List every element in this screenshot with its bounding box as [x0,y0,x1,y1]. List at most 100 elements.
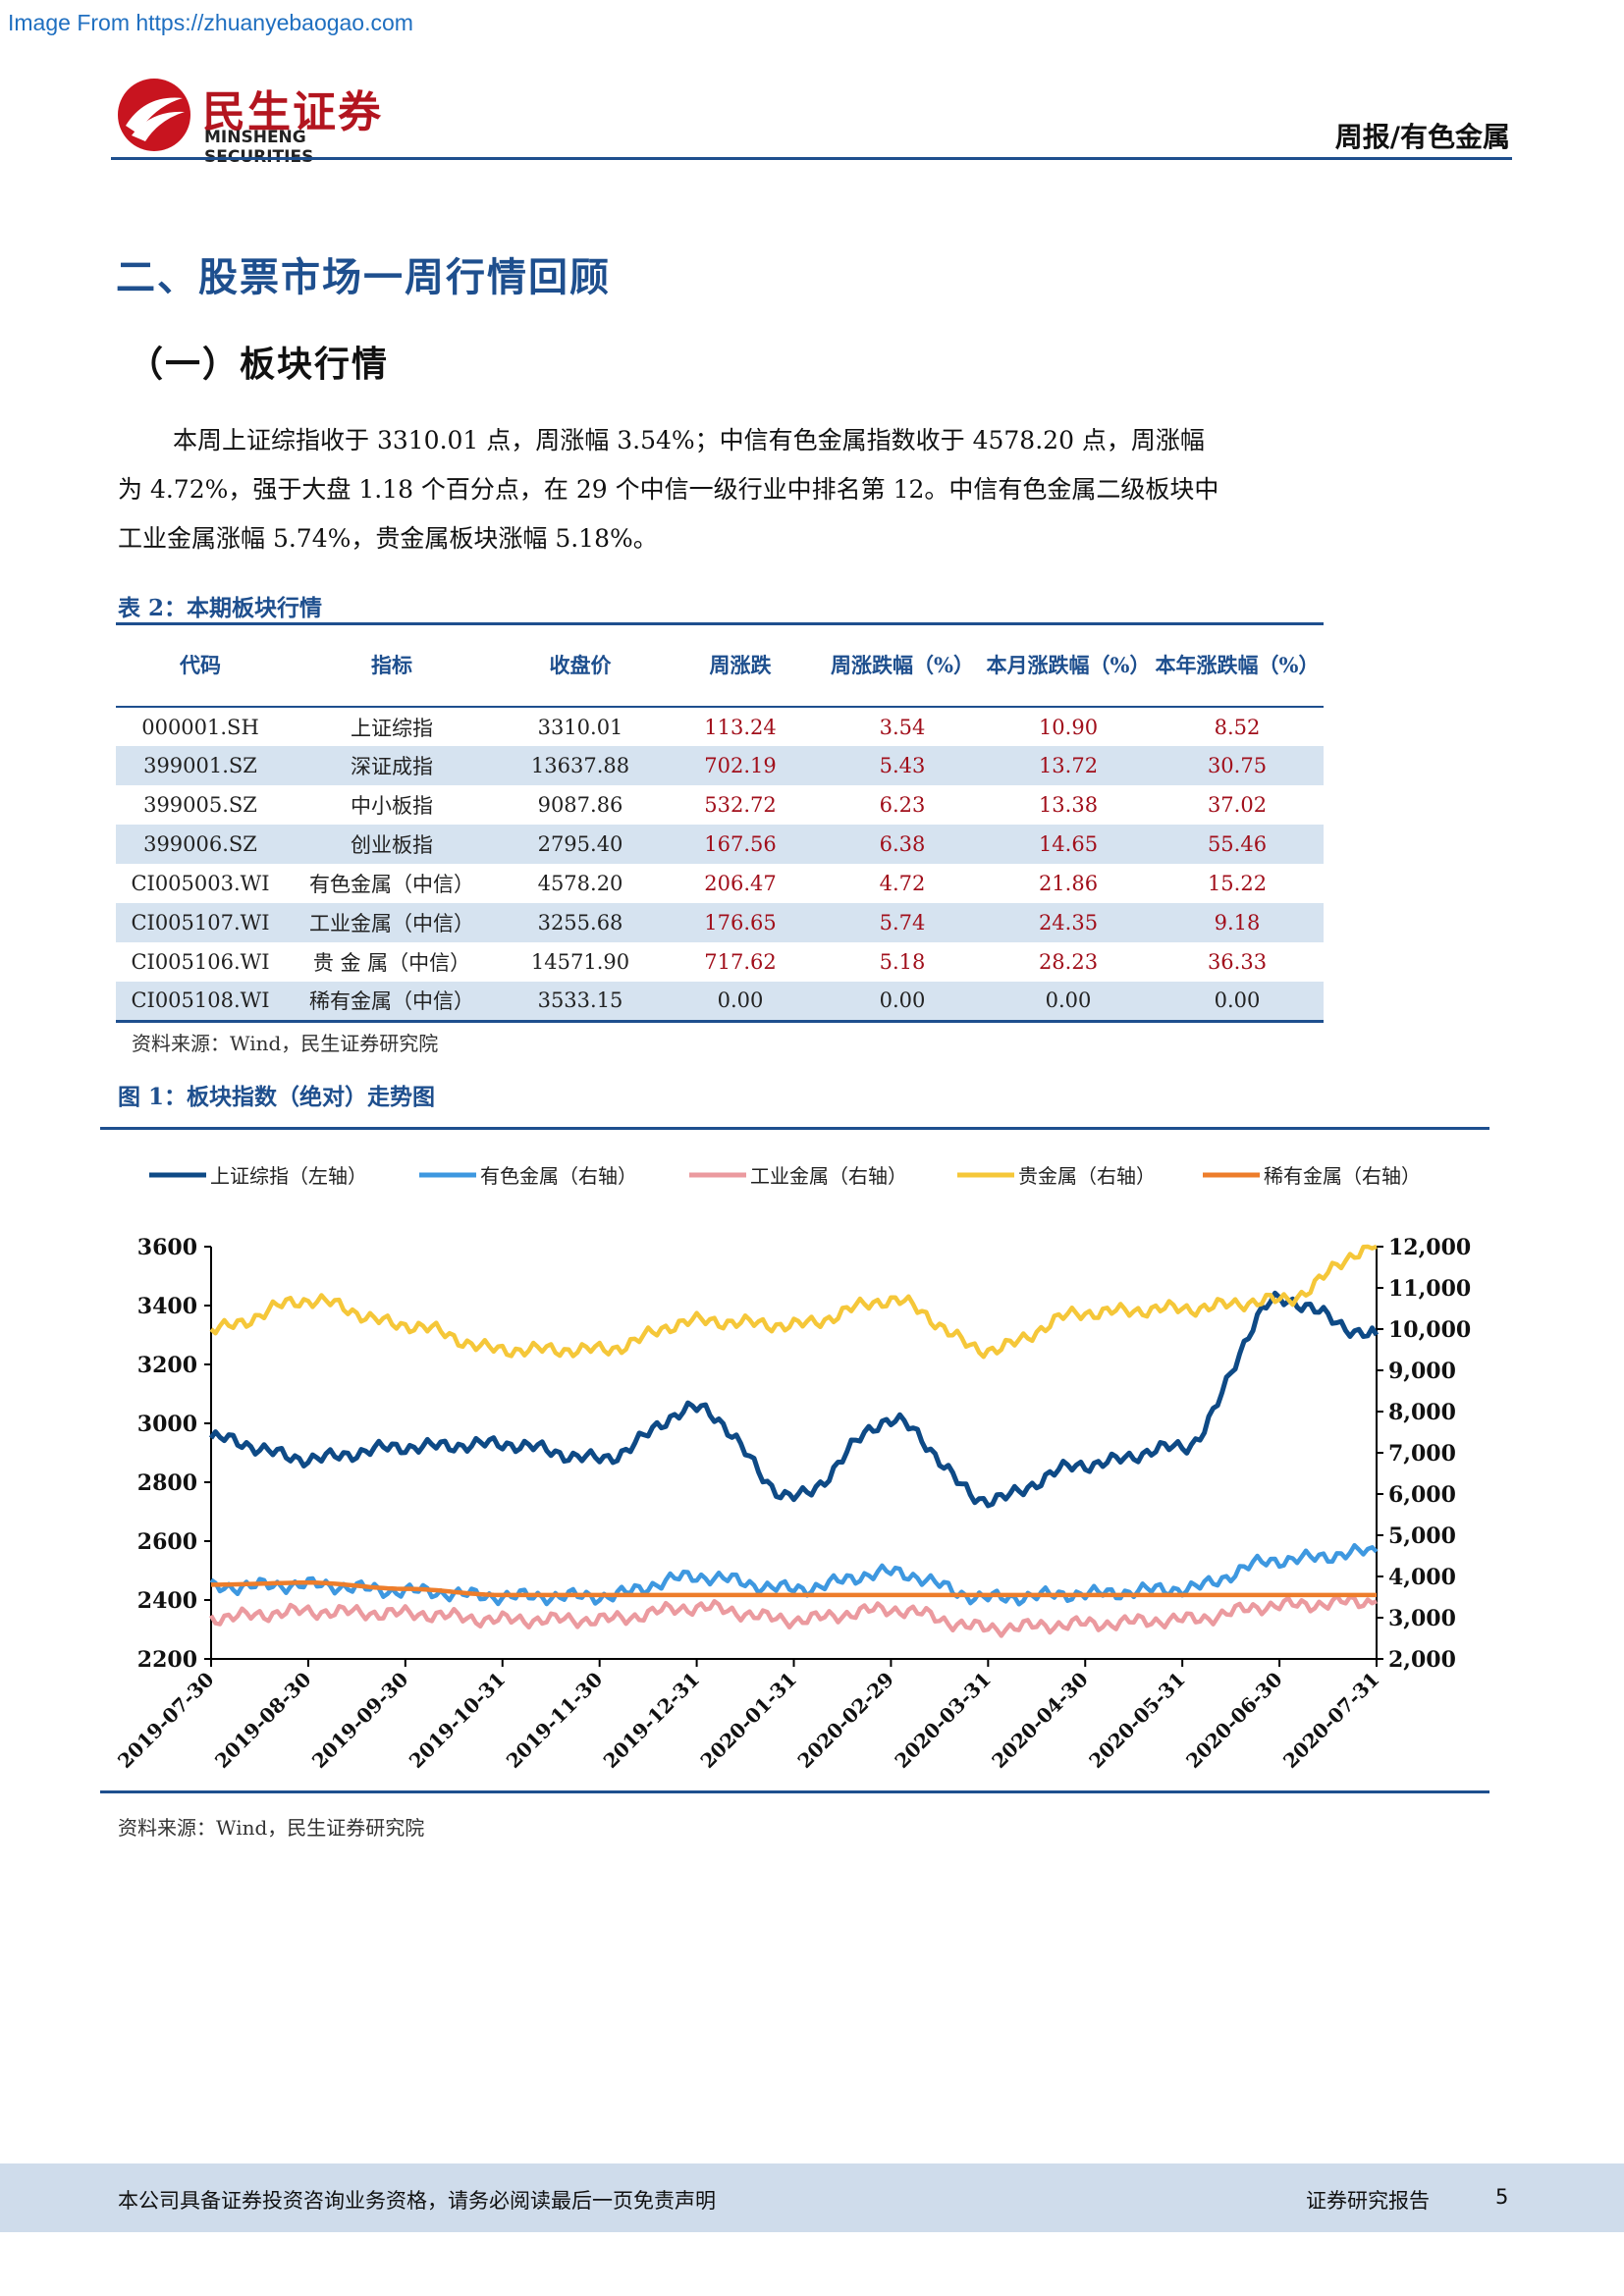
x-tick-label: 2019-10-31 [405,1668,510,1773]
table-cell: CI005106.WI [131,950,270,974]
table-row: 399005.SZ 中小板指 9087.86 532.72 6.23 13.38 37.02 [116,785,1324,825]
table-cell: 30.75 [1207,754,1268,777]
summary-text: 本周上证综指收于 3310.01 点，周涨幅 3.54%；中信有色金属指数收于 … [118,426,1219,553]
table-cell: 稀有金属（中信） [309,989,474,1014]
table-cell: 5.43 [879,754,926,777]
x-tick-label: 2020-06-30 [1181,1668,1286,1773]
table-cell: 176.65 [704,911,777,934]
series-line [208,1290,1380,1509]
table-cell: 上证综指 [351,716,433,740]
right-tick-label: 4,000 [1388,1565,1456,1590]
table-cell: 36.33 [1207,950,1268,974]
table-cell: 717.62 [704,950,777,974]
table-cell: 3533.15 [537,988,623,1013]
left-tick-label: 2800 [137,1470,197,1496]
subsection-title: （一）板块行情 [128,344,390,385]
table-cell: 0.00 [879,988,926,1013]
right-tick-label: 11,000 [1388,1276,1471,1302]
table-cell: 14571.90 [530,950,630,974]
left-tick-label: 3400 [137,1294,197,1319]
x-tick-label: 2019-12-31 [599,1668,704,1773]
table-row: CI005106.WI 贵 金 属（中信） 14571.90 717.62 5.18 28… [116,942,1324,982]
right-tick-label: 2,000 [1388,1647,1456,1673]
table-cell: 9.18 [1214,911,1261,934]
table-cell: 13.72 [1038,754,1099,777]
table-cell: 工业金属（中信） [309,912,474,935]
sector-table: 代码 指标 收盘价 周涨跌 周涨跌幅（%） 本月涨跌幅（%） 本年涨跌幅（%） … [116,622,1324,1023]
header-yearly-pct: 本年涨跌幅（%） [1155,653,1320,677]
series-line [211,1580,1377,1598]
header-monthly-pct: 本月涨跌幅（%） [986,653,1151,677]
table-cell: 13.38 [1038,793,1099,817]
header-weekly-pct: 周涨跌幅（%） [831,653,974,677]
header-divider [111,157,1512,160]
table-cell: 5.18 [879,950,926,974]
table-cell: 有色金属（中信） [309,873,474,896]
legend-label: 工业金属（右轴） [750,1164,907,1188]
table-cell: 3255.68 [537,911,623,934]
company-logo: 民生证券 MINSHENG SECURITIES [116,77,410,167]
page-number: 5 [1495,2185,1509,2209]
table-cell: CI005003.WI [131,872,270,895]
table-cell: 2795.40 [537,832,623,856]
table-cell: 167.56 [704,832,777,856]
table-cell: 贵 金 属（中信） [312,951,471,975]
figure-source: 资料来源：Wind，民生证券研究院 [118,1816,425,1840]
table-cell: 0.00 [1214,988,1261,1013]
right-tick-label: 10,000 [1388,1317,1471,1343]
table-row: CI005003.WI 有色金属（中信） 4578.20 206.47 4.72 21.8… [116,864,1324,903]
legend-label: 稀有金属（右轴） [1264,1164,1421,1188]
section-title: 二、股票市场一周行情回顾 [116,254,611,300]
table-cell: 55.46 [1207,832,1268,856]
table-cell: 000001.SH [141,715,259,739]
left-tick-label: 2400 [137,1588,197,1614]
table-row: 399001.SZ 深证成指 13637.88 702.19 5.43 13.72 30.7… [116,746,1324,785]
table-cell: 6.38 [879,832,926,856]
table-cell: 206.47 [704,872,777,895]
table-row: 399006.SZ 创业板指 2795.40 167.56 6.38 14.65 55.46 [116,825,1324,864]
x-tick-label: 2019-09-30 [307,1668,412,1773]
left-tick-label: 3200 [137,1353,197,1378]
table-cell: 702.19 [704,754,777,777]
table-cell: 113.24 [704,715,777,739]
report-category: 周报/有色金属 [1334,121,1510,153]
footer-disclaimer: 本公司具备证券投资咨询业务资格，请务必阅读最后一页免责声明 [118,2189,716,2213]
x-tick-label: 2020-01-31 [696,1668,801,1773]
page-footer: 本公司具备证券投资咨询业务资格，请务必阅读最后一页免责声明 证券研究报告 5 [0,2163,1624,2232]
legend-label: 上证综指（左轴） [210,1164,367,1188]
table-caption: 表 2：本期板块行情 [118,595,323,621]
table-cell: 13637.88 [530,754,630,777]
table-row: CI005108.WI 稀有金属（中信） 3533.15 0.00 0.00 0.00 0.… [116,982,1324,1021]
logo-english-name: MINSHENG SECURITIES [204,128,313,167]
table-cell: 深证成指 [351,755,433,778]
right-tick-label: 6,000 [1388,1482,1456,1508]
table-cell: 532.72 [704,793,777,817]
table-cell: 399005.SZ [143,793,257,817]
right-tick-label: 8,000 [1388,1400,1456,1425]
table-cell: 37.02 [1207,793,1268,817]
series-line [209,1244,1378,1360]
legend-label: 贵金属（右轴） [1018,1164,1156,1188]
logo-chinese-name: 民生证券 [202,87,383,137]
table-cell: 4578.20 [537,872,623,895]
legend-label: 有色金属（右轴） [480,1164,637,1188]
right-tick-label: 7,000 [1388,1441,1456,1467]
table-cell: 399006.SZ [143,832,257,856]
table-source: 资料来源：Wind，民生证券研究院 [132,1032,439,1055]
x-tick-label: 2019-07-30 [113,1668,218,1773]
table-cell: 21.86 [1038,872,1099,895]
logo-emblem-icon [118,79,190,151]
x-tick-label: 2020-03-31 [890,1668,995,1773]
x-tick-label: 2020-02-29 [793,1668,898,1773]
figure-top-rule [100,1127,1489,1130]
table-cell: 6.23 [879,793,926,817]
table-cell: 399001.SZ [143,754,257,777]
table-cell: 24.35 [1038,911,1099,934]
series-line [209,1593,1378,1638]
table-cell: CI005107.WI [131,911,270,934]
table-cell: 0.00 [1045,988,1092,1013]
table-cell: 3.54 [879,715,926,739]
table-cell: CI005108.WI [131,988,270,1013]
table-row: CI005107.WI 工业金属（中信） 3255.68 176.65 5.74 24.3… [116,903,1324,942]
right-tick-label: 5,000 [1388,1523,1456,1549]
